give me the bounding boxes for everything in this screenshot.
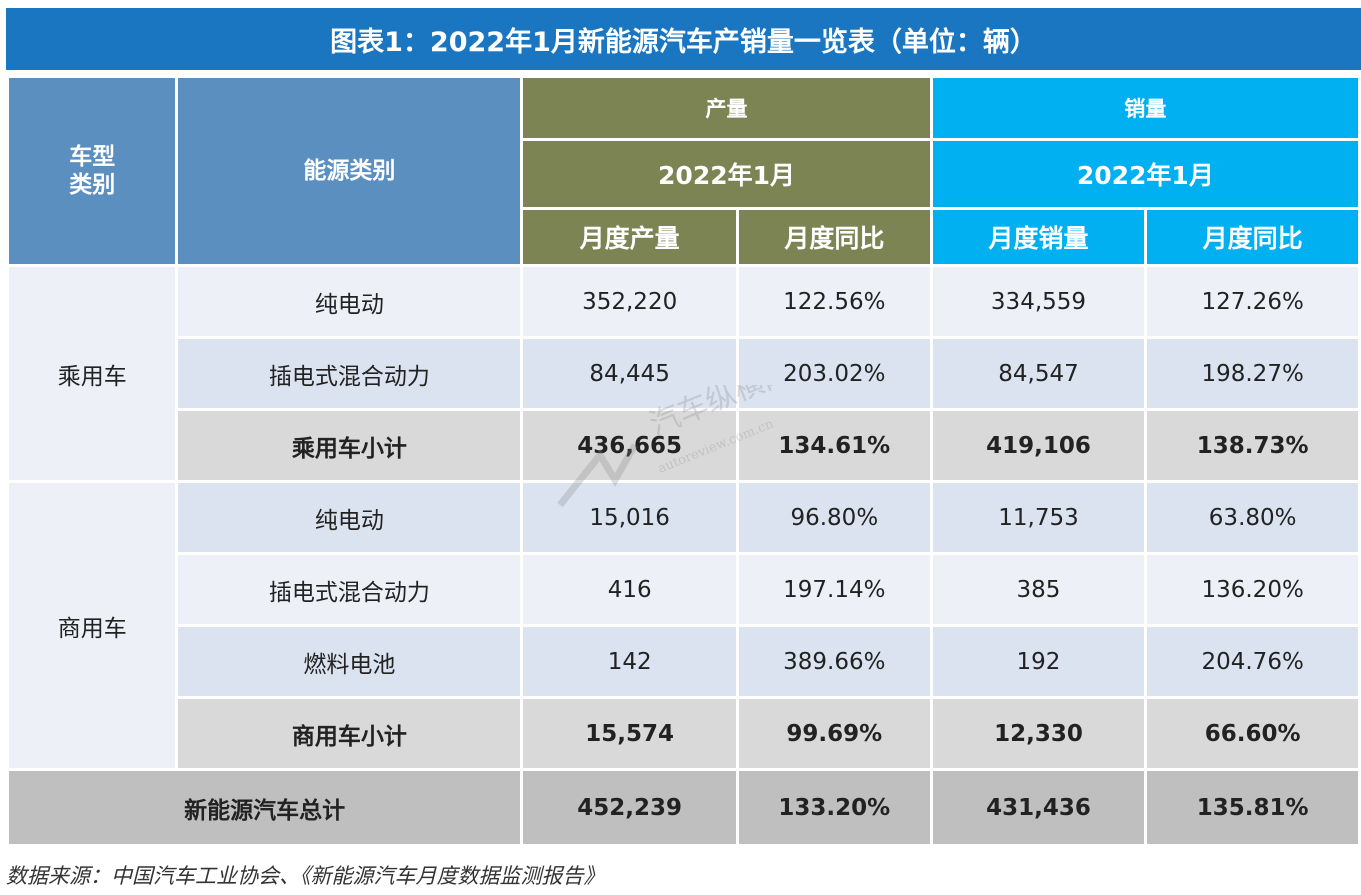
- energy-cell: 商用车小计: [175, 696, 524, 771]
- total-row: 新能源汽车总计 452,239 133.20% 431,436 135.81%: [5, 768, 1361, 847]
- sales-cell: 192: [929, 624, 1148, 699]
- sales-cell: 11,753: [929, 480, 1148, 555]
- vehicle-type-cell: 乘用车: [5, 264, 179, 483]
- header-vehicle-type: 车型 类别: [5, 75, 179, 267]
- energy-cell: 纯电动: [175, 480, 524, 555]
- production-yoy-cell: 389.66%: [735, 624, 933, 699]
- total-production-yoy: 133.20%: [735, 768, 933, 847]
- header-vehicle-type-line1: 车型: [69, 144, 116, 170]
- table-row: 插电式混合动力 416 197.14% 385 136.20%: [8, 552, 1361, 627]
- sales-yoy-cell: 198.27%: [1144, 336, 1361, 411]
- sales-cell: 419,106: [929, 408, 1148, 483]
- sales-yoy-cell: 66.60%: [1144, 696, 1361, 771]
- total-label: 新能源汽车总计: [5, 768, 524, 847]
- production-cell: 436,665: [520, 408, 739, 483]
- sales-cell: 334,559: [929, 264, 1148, 339]
- production-yoy-cell: 96.80%: [735, 480, 933, 555]
- table-row: 乘用车 纯电动 352,220 122.56% 334,559 127.26%: [5, 264, 1361, 483]
- sales-yoy-cell: 136.20%: [1144, 552, 1361, 627]
- table-row: 燃料电池 142 389.66% 192 204.76%: [8, 624, 1361, 699]
- sales-yoy-cell: 127.26%: [1144, 264, 1361, 339]
- production-cell: 84,445: [520, 336, 739, 411]
- header-energy-type: 能源类别: [175, 75, 524, 267]
- production-cell: 352,220: [520, 264, 739, 339]
- header-monthly-yoy-production: 月度同比: [735, 207, 933, 267]
- production-yoy-cell: 134.61%: [735, 408, 933, 483]
- sales-cell: 385: [929, 552, 1148, 627]
- header-sales-period: 2022年1月: [929, 138, 1361, 210]
- sales-cell: 84,547: [929, 336, 1148, 411]
- energy-cell: 纯电动: [175, 264, 524, 339]
- production-yoy-cell: 99.69%: [735, 696, 933, 771]
- header-sales: 销量: [929, 75, 1361, 141]
- subtotal-row: 乘用车小计 436,665 134.61% 419,106 138.73%: [8, 408, 1361, 483]
- energy-cell: 插电式混合动力: [175, 552, 524, 627]
- subtotal-row: 商用车小计 15,574 99.69% 12,330 66.60%: [8, 696, 1361, 771]
- vehicle-type-cell: 商用车: [5, 480, 179, 771]
- production-yoy-cell: 203.02%: [735, 336, 933, 411]
- production-cell: 142: [520, 624, 739, 699]
- header-monthly-production: 月度产量: [520, 207, 739, 267]
- table-row: 商用车 纯电动 15,016 96.80% 11,753 63.80%: [5, 480, 1361, 771]
- data-source-note: 数据来源：中国汽车工业协会、《新能源汽车月度数据监测报告》: [6, 864, 605, 888]
- production-cell: 15,016: [520, 480, 739, 555]
- energy-cell: 燃料电池: [175, 624, 524, 699]
- production-cell: 15,574: [520, 696, 739, 771]
- table-title: 图表1：2022年1月新能源汽车产销量一览表（单位：辆）: [6, 8, 1361, 70]
- header-production-period: 2022年1月: [520, 138, 933, 210]
- header-monthly-yoy-sales: 月度同比: [1144, 207, 1361, 267]
- nev-production-sales-table: 车型 类别 能源类别 产量 销量 2022年1月 2022年1月 月度产量 月度…: [5, 75, 1361, 847]
- sales-yoy-cell: 138.73%: [1144, 408, 1361, 483]
- table-row: 插电式混合动力 84,445 203.02% 84,547 198.27%: [8, 336, 1361, 411]
- sales-yoy-cell: 63.80%: [1144, 480, 1361, 555]
- energy-cell: 乘用车小计: [175, 408, 524, 483]
- production-yoy-cell: 122.56%: [735, 264, 933, 339]
- production-cell: 416: [520, 552, 739, 627]
- production-yoy-cell: 197.14%: [735, 552, 933, 627]
- sales-cell: 12,330: [929, 696, 1148, 771]
- header-monthly-sales: 月度销量: [929, 207, 1148, 267]
- total-production: 452,239: [520, 768, 739, 847]
- energy-cell: 插电式混合动力: [175, 336, 524, 411]
- header-production: 产量: [520, 75, 933, 141]
- header-vehicle-type-line2: 类别: [69, 172, 116, 198]
- total-sales-yoy: 135.81%: [1144, 768, 1361, 847]
- total-sales: 431,436: [929, 768, 1148, 847]
- sales-yoy-cell: 204.76%: [1144, 624, 1361, 699]
